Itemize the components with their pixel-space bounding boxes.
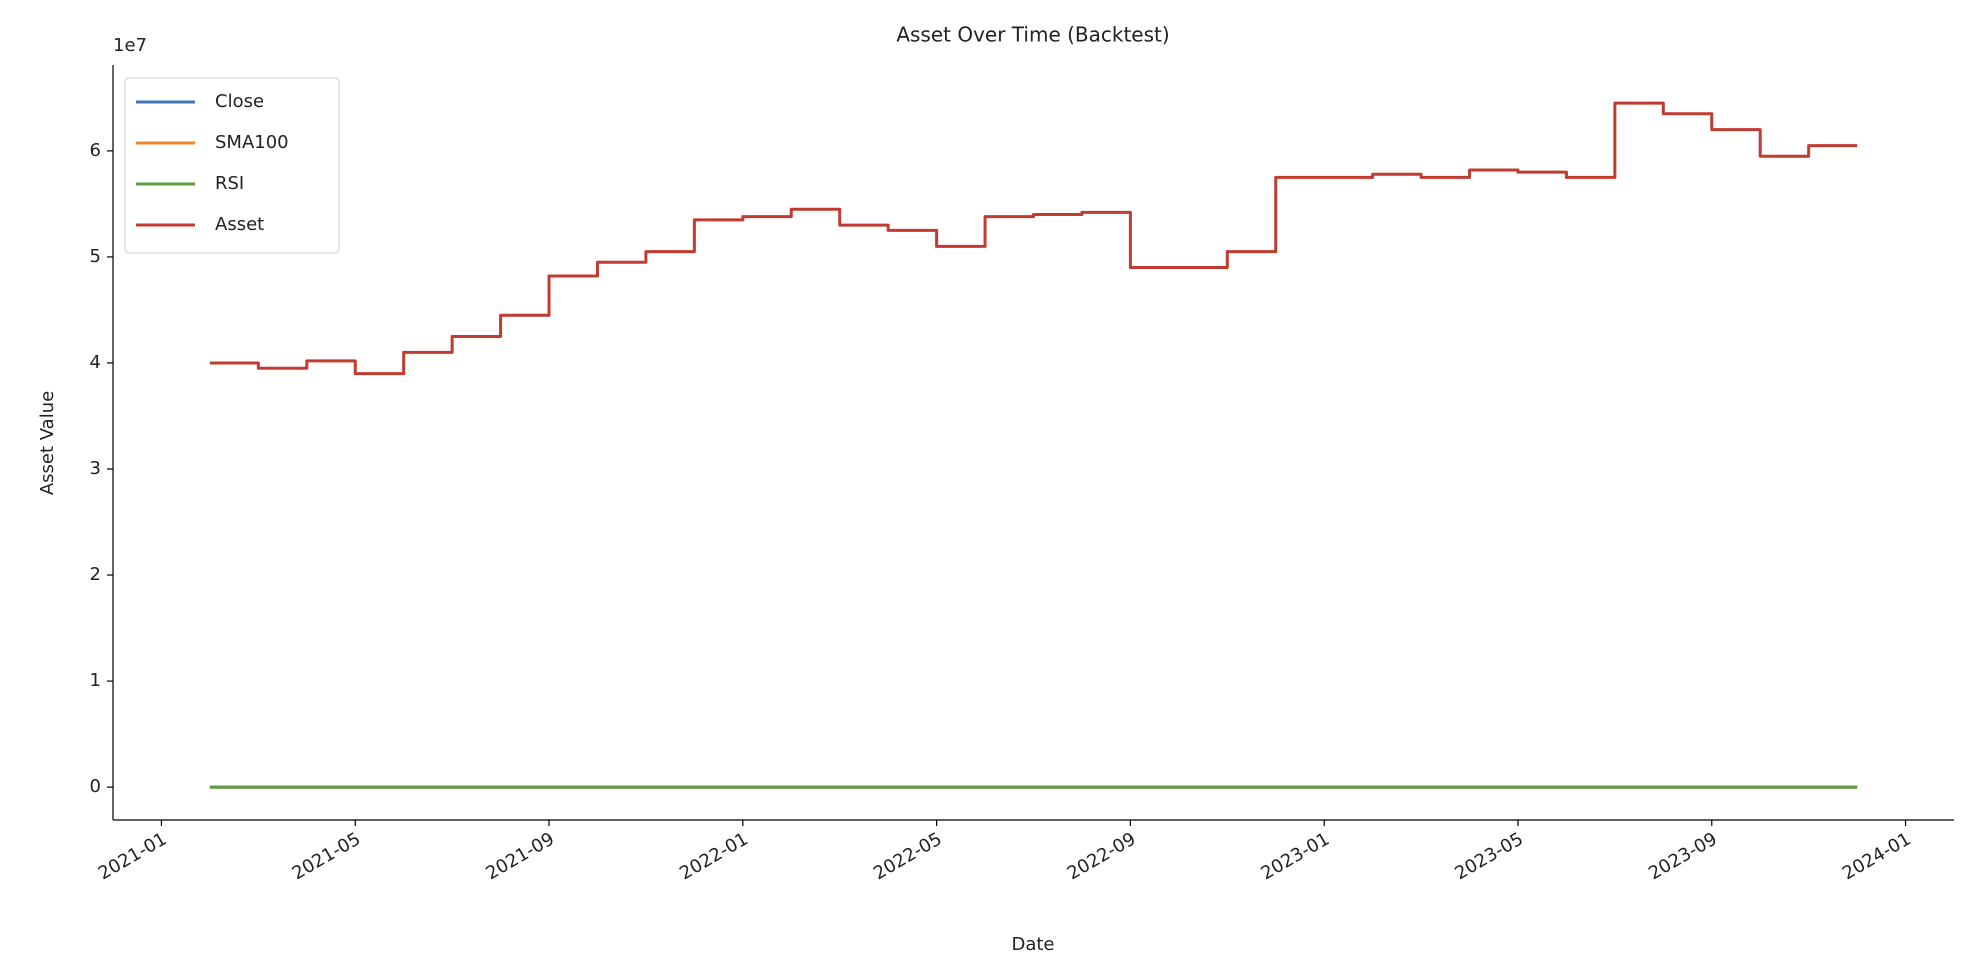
x-tick-label: 2021-09 [482, 828, 558, 884]
legend-box [124, 77, 340, 254]
y-tick-label: 0 [90, 776, 101, 797]
x-tick-label: 2022-05 [870, 828, 946, 884]
y-tick-label: 4 [90, 352, 101, 373]
line-series [209, 101, 1858, 376]
y-tick-label: 5 [90, 246, 101, 267]
x-tick-label: 2023-09 [1645, 828, 1721, 884]
y-tick-label: 3 [90, 458, 101, 479]
legend-label: Close [215, 91, 264, 112]
x-tick-label: 2022-09 [1064, 828, 1140, 884]
y-offset-label: 1e7 [113, 35, 147, 56]
x-tick-label: 2024-01 [1839, 828, 1915, 884]
y-axis-label: Asset Value [37, 391, 58, 495]
legend-label: SMA100 [215, 132, 289, 153]
x-tick-label: 2021-05 [289, 828, 365, 884]
x-axis-label: Date [1011, 934, 1054, 955]
legend-label: Asset [215, 214, 264, 235]
x-tick-label: 2022-01 [676, 828, 752, 884]
y-tick-label: 6 [90, 140, 101, 161]
y-tick-label: 1 [90, 670, 101, 691]
x-tick-label: 2023-01 [1258, 828, 1334, 884]
chart-title: Asset Over Time (Backtest) [896, 23, 1169, 47]
legend-label: RSI [215, 173, 244, 194]
y-tick-label: 2 [90, 564, 101, 585]
x-tick-label: 2023-05 [1451, 828, 1527, 884]
x-tick-label: 2021-01 [95, 828, 171, 884]
